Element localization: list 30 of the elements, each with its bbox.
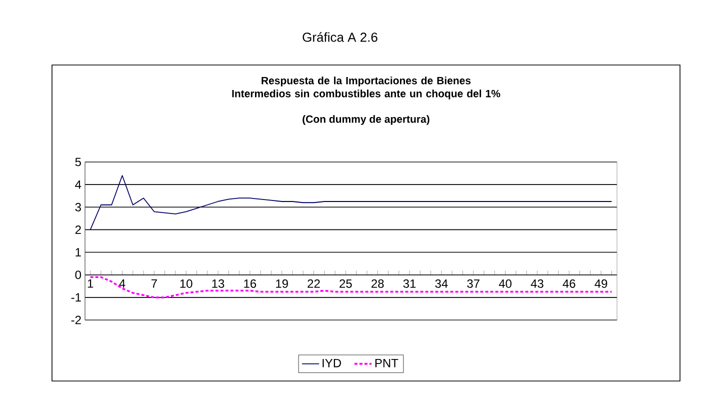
- x-tick-label: 19: [276, 279, 288, 288]
- text: (Con dummy de apertura): [302, 115, 430, 125]
- y-tick-label: -2: [71, 316, 81, 324]
- legend-label: PNT: [375, 358, 398, 368]
- x-tick-label: 49: [594, 279, 608, 288]
- x-tick-label: 16: [244, 279, 256, 288]
- y-tick-label: 1: [76, 248, 81, 256]
- x-tick-label: 34: [435, 279, 448, 288]
- y-tick-label: 3: [75, 202, 81, 212]
- y-tick-label: -1: [71, 293, 81, 302]
- x-tick-label: 13: [212, 279, 224, 288]
- x-tick-label: 31: [403, 279, 416, 288]
- y-tick-label: 4: [75, 180, 82, 189]
- x-tick-label: 43: [530, 279, 544, 288]
- x-tick-label: 7: [151, 279, 157, 288]
- x-tick-label: 40: [498, 279, 512, 288]
- x-tick-label: 28: [372, 279, 384, 288]
- legend-label: IYD: [322, 358, 341, 368]
- x-tick-label: 46: [562, 279, 576, 288]
- chart-title: Gráfica A 2.6: [302, 32, 378, 42]
- x-tick-label: 37: [467, 279, 480, 288]
- y-tick-label: 2: [75, 226, 81, 234]
- x-tick-label: 22: [308, 279, 320, 288]
- x-tick-label: 25: [340, 279, 352, 288]
- x-tick-label: 4: [119, 279, 126, 288]
- x-tick-label: 1: [88, 279, 94, 288]
- chart-subtitle: Respuesta de la Importaciones de Bienes Intermedios sin combustibles ante un choque del 1%: [232, 76, 500, 100]
- y-tick-label: 0: [75, 270, 82, 280]
- x-tick-label: 10: [180, 279, 192, 288]
- y-tick-label: 5: [75, 158, 81, 166]
